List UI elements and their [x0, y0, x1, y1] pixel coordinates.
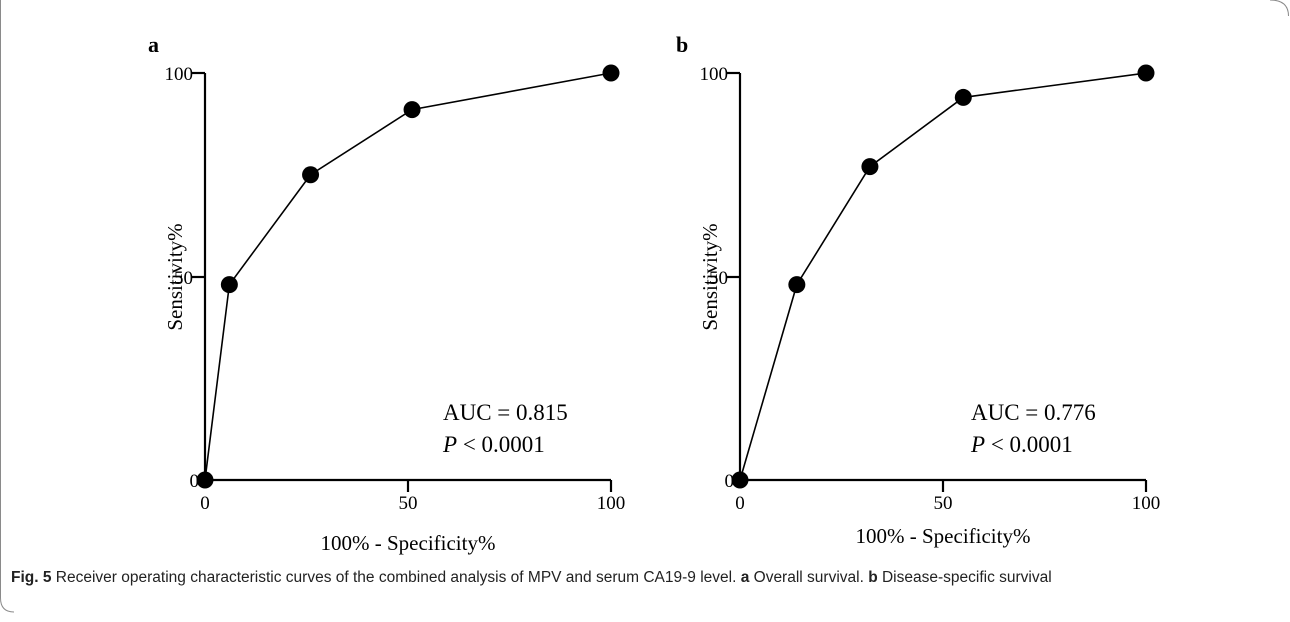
x-tick-label: 0 — [200, 493, 210, 514]
caption-text-a: Overall survival. — [749, 569, 869, 586]
x-axis: 0 50 100 — [735, 478, 1161, 514]
caption-text-b: Disease-specific survival — [877, 569, 1052, 586]
y-tick-label: 100 — [165, 64, 194, 85]
data-point — [403, 101, 421, 119]
y-tick-label: 0 — [190, 471, 200, 492]
figure-caption: Fig. 5 Receiver operating characteristic… — [11, 566, 1266, 590]
x-tick-label: 50 — [399, 493, 418, 514]
chart-panel-a: a 100 50 0 0 50 100 100% - Specificity% … — [148, 32, 626, 555]
auc-annotation: AUC = 0.815 — [443, 400, 568, 425]
caption-fig-label: Fig. 5 — [11, 569, 52, 586]
p-value-annotation: P < 0.0001 — [970, 432, 1073, 457]
p-symbol: P — [970, 432, 985, 457]
y-axis: 100 50 0 — [165, 64, 207, 492]
y-tick-label: 0 — [725, 471, 735, 492]
data-point — [602, 64, 620, 82]
x-tick-label: 0 — [735, 493, 745, 514]
data-point — [196, 471, 214, 489]
series-0 — [196, 64, 620, 489]
y-axis-label: Sensitivity% — [698, 223, 722, 330]
panel-label: a — [148, 32, 159, 57]
data-point — [220, 276, 238, 294]
x-tick-label: 50 — [934, 493, 953, 514]
data-point — [954, 88, 972, 106]
y-tick-label: 100 — [700, 64, 729, 85]
caption-text: Receiver operating characteristic curves… — [51, 569, 741, 586]
data-point — [302, 166, 320, 184]
p-symbol: P — [442, 432, 457, 457]
data-point — [788, 276, 806, 294]
x-tick-label: 100 — [1132, 493, 1161, 514]
x-axis-label: 100% - Specificity% — [856, 524, 1031, 548]
x-axis-label: 100% - Specificity% — [321, 531, 496, 555]
data-point — [1137, 64, 1155, 82]
data-point — [861, 158, 879, 176]
chart-panel-b: b 100 50 0 0 50 100 100% - Specificity% … — [676, 32, 1161, 548]
p-value: < 0.0001 — [457, 432, 545, 457]
y-tick-label: 50 — [709, 268, 728, 289]
y-tick-label: 50 — [174, 268, 193, 289]
data-point — [731, 471, 749, 489]
x-axis: 0 50 100 — [200, 478, 626, 514]
p-value: < 0.0001 — [985, 432, 1073, 457]
panel-label: b — [676, 32, 688, 57]
y-axis-label: Sensitivity% — [163, 223, 187, 330]
y-axis: 100 50 0 — [700, 64, 742, 492]
caption-label-a: a — [740, 569, 750, 586]
caption-label-b: b — [868, 569, 878, 586]
x-tick-label: 100 — [597, 493, 626, 514]
series-0 — [731, 64, 1155, 489]
auc-annotation: AUC = 0.776 — [971, 400, 1096, 425]
p-value-annotation: P < 0.0001 — [442, 432, 545, 457]
